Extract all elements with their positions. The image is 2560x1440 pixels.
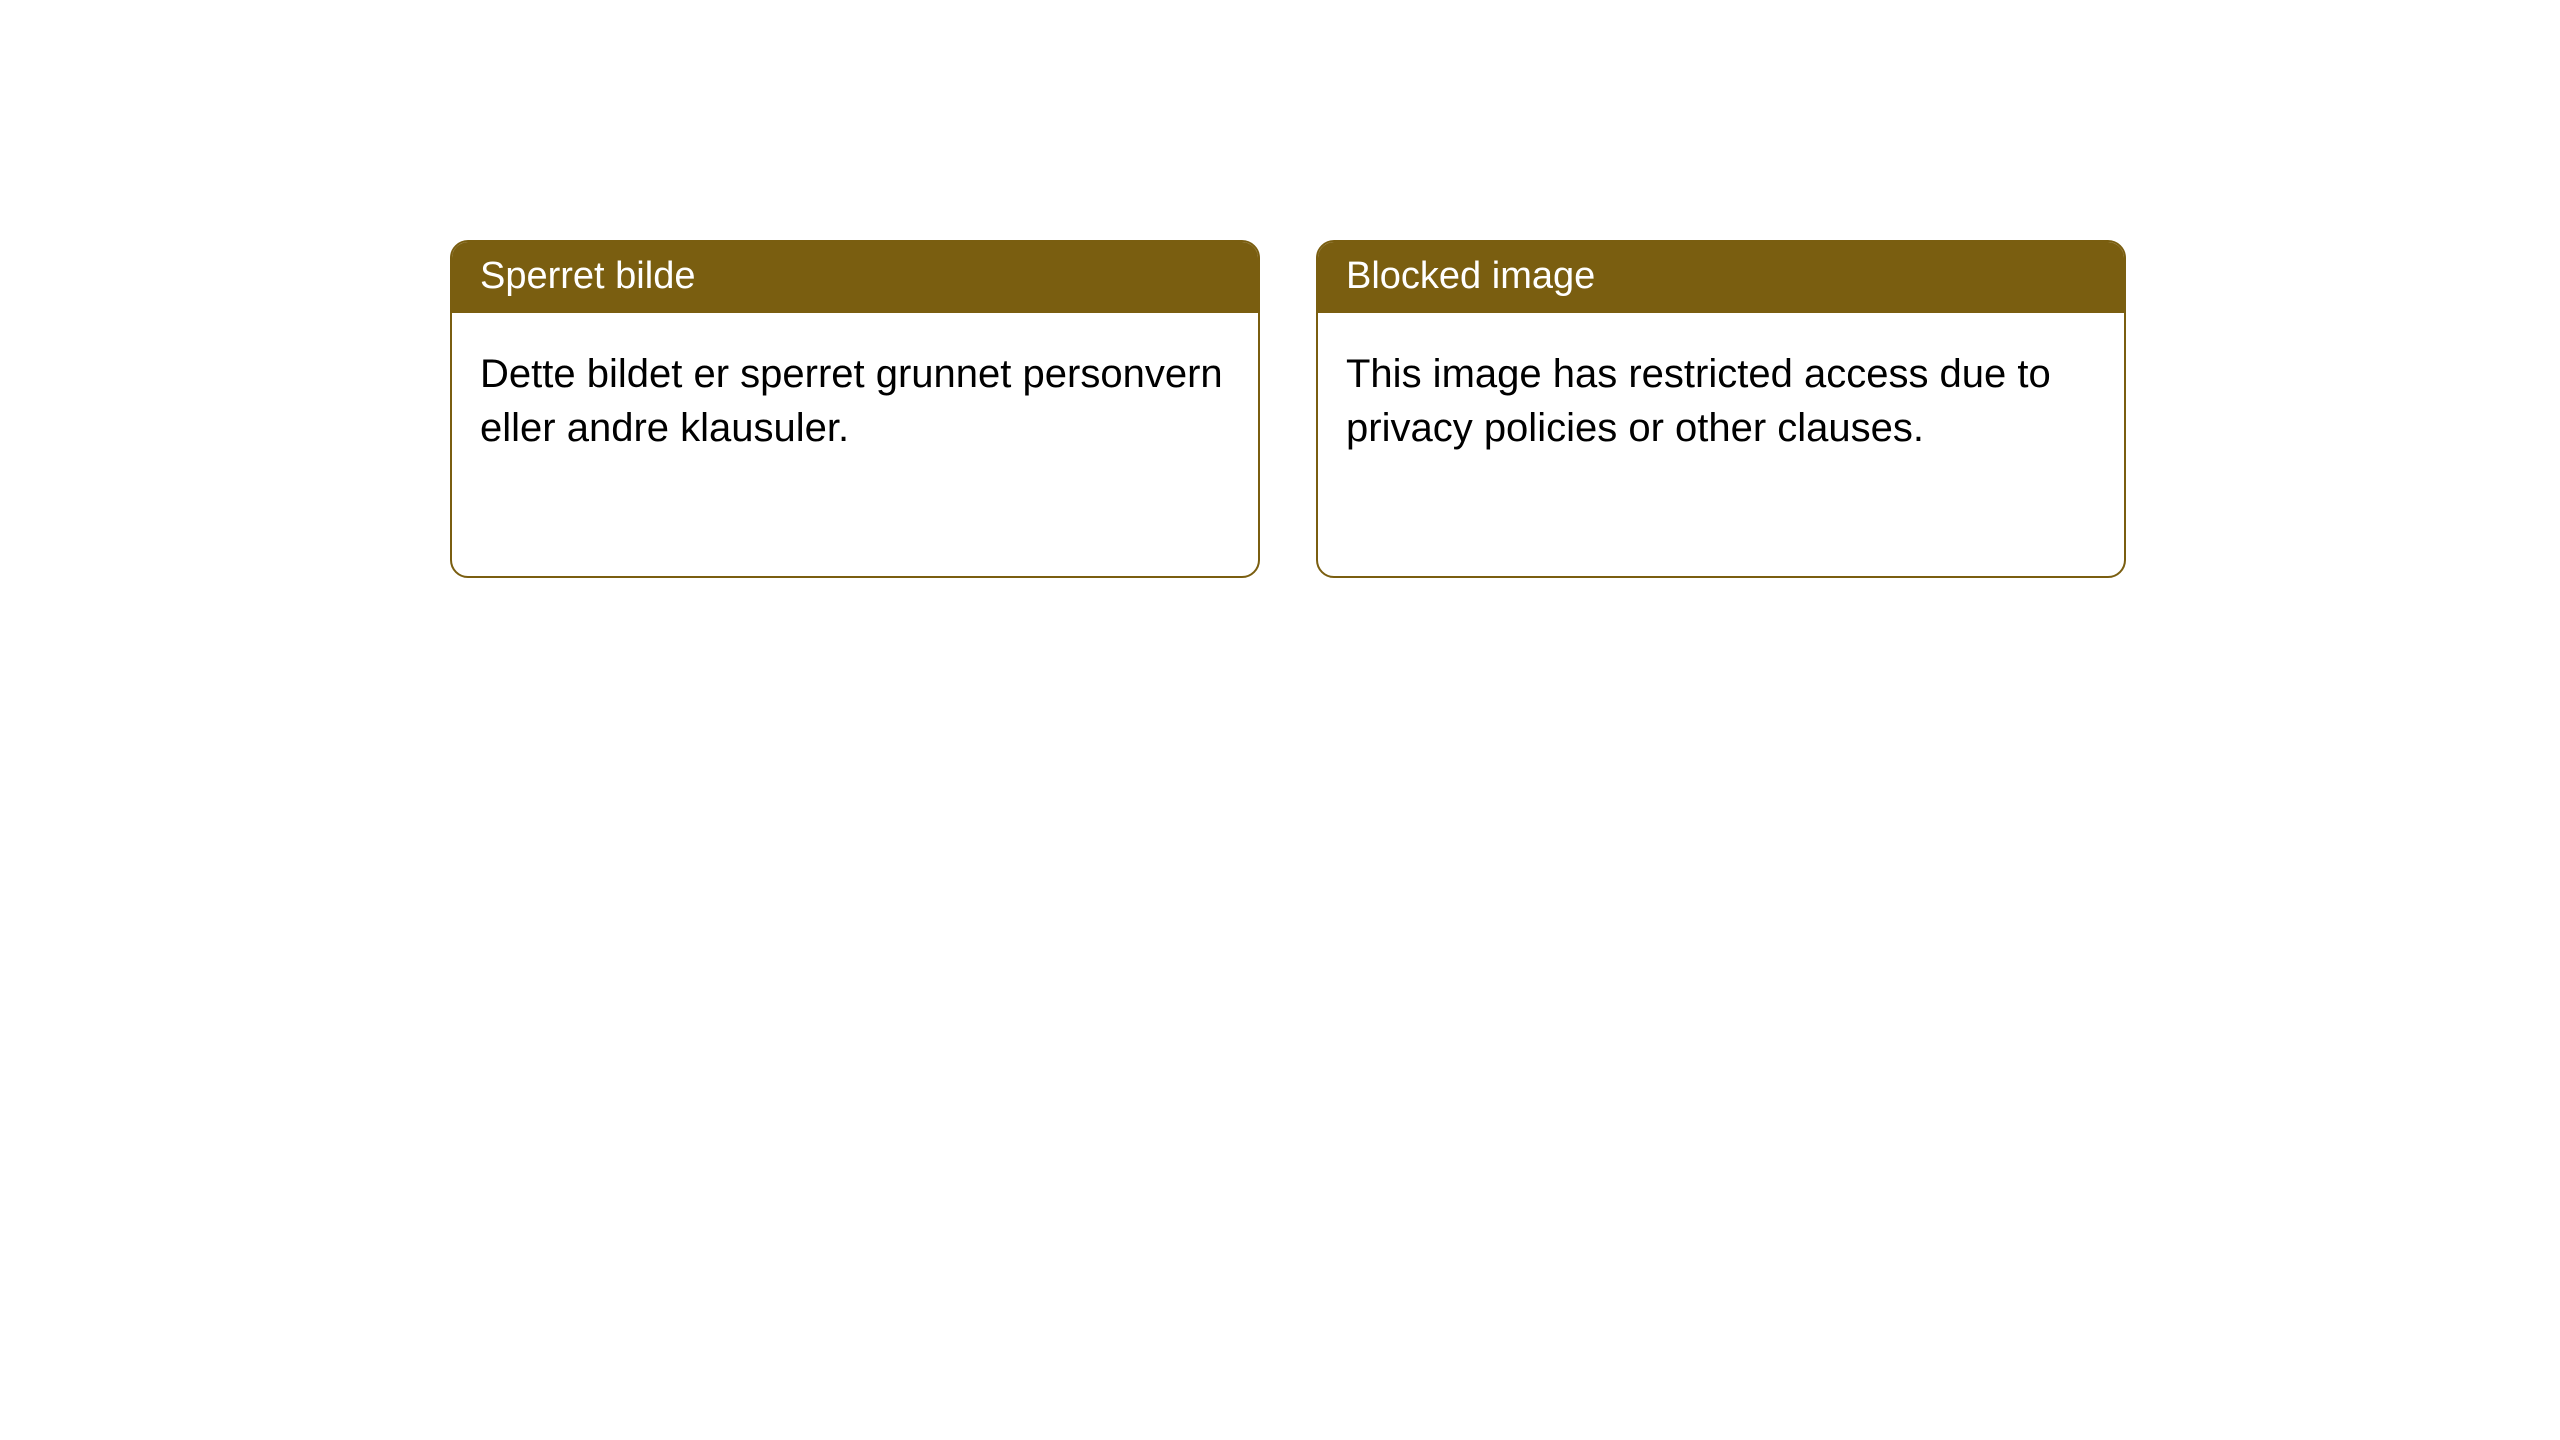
notice-title-no: Sperret bilde (452, 242, 1258, 313)
notice-container: Sperret bilde Dette bildet er sperret gr… (0, 0, 2560, 578)
notice-card-no: Sperret bilde Dette bildet er sperret gr… (450, 240, 1260, 578)
notice-body-no: Dette bildet er sperret grunnet personve… (452, 313, 1258, 489)
notice-body-en: This image has restricted access due to … (1318, 313, 2124, 489)
notice-title-en: Blocked image (1318, 242, 2124, 313)
notice-card-en: Blocked image This image has restricted … (1316, 240, 2126, 578)
